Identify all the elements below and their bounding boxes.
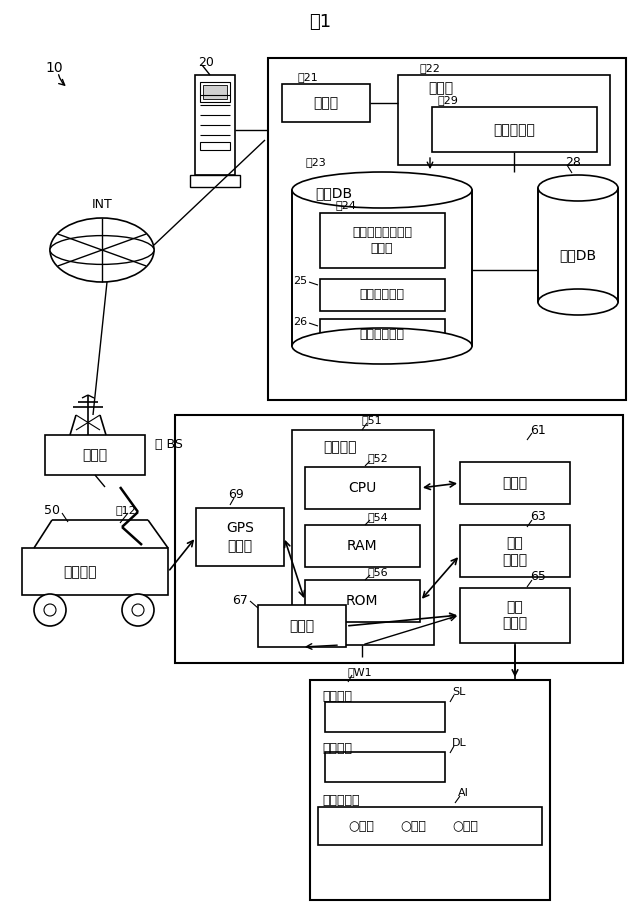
Bar (200, 82, 230, 102)
Text: 通信部: 通信部 (502, 476, 527, 490)
Bar (320, 213, 445, 268)
Bar (398, 75, 610, 165)
Text: データ: データ (371, 242, 393, 255)
Text: 26: 26 (293, 317, 307, 327)
Bar (325, 702, 445, 732)
Text: 通信部: 通信部 (314, 96, 339, 110)
Text: 67: 67 (232, 594, 248, 606)
Text: CPU: CPU (348, 481, 376, 495)
Text: リンクデータ: リンクデータ (360, 289, 404, 301)
Bar (305, 580, 420, 622)
Text: ・目的地: ・目的地 (322, 741, 352, 755)
Text: AI: AI (458, 788, 469, 798)
Text: 〜29: 〜29 (438, 95, 459, 105)
Bar (268, 58, 626, 400)
Text: カーナビ: カーナビ (63, 565, 97, 579)
Bar (292, 430, 434, 645)
Text: 61: 61 (530, 423, 546, 437)
Text: 〜52: 〜52 (367, 453, 388, 463)
Circle shape (122, 594, 154, 626)
Text: 25: 25 (293, 276, 307, 286)
Text: 経路探索部: 経路探索部 (493, 123, 535, 137)
Bar (460, 588, 570, 643)
Text: パネル: パネル (502, 616, 527, 630)
Text: ・付加情報: ・付加情報 (322, 793, 360, 806)
Ellipse shape (538, 175, 618, 201)
Bar (310, 680, 550, 900)
Text: 〜51: 〜51 (362, 415, 383, 425)
Text: 地図DB: 地図DB (559, 248, 596, 262)
Circle shape (132, 604, 144, 616)
Ellipse shape (292, 172, 472, 208)
Bar (175, 415, 623, 663)
Circle shape (44, 604, 56, 616)
Bar (196, 508, 284, 566)
Text: ・出発地: ・出発地 (322, 691, 352, 703)
Ellipse shape (50, 218, 154, 282)
Bar (305, 525, 420, 567)
Text: 〜24: 〜24 (335, 200, 356, 210)
Text: 20: 20 (198, 56, 214, 69)
Bar (45, 435, 145, 475)
Text: 表示: 表示 (507, 600, 524, 614)
Text: 〜23: 〜23 (305, 157, 326, 167)
Text: 出力部: 出力部 (502, 553, 527, 567)
Text: 〜22: 〜22 (420, 63, 441, 73)
Text: 50: 50 (44, 504, 60, 517)
Text: ○正確: ○正確 (452, 820, 478, 833)
Bar (195, 75, 235, 175)
Text: 〜 BS: 〜 BS (155, 439, 183, 452)
Bar (320, 319, 445, 351)
Ellipse shape (292, 328, 472, 364)
Text: 受信機: 受信機 (227, 539, 253, 553)
Bar (22, 548, 168, 595)
Text: 65: 65 (530, 571, 546, 583)
Bar (325, 752, 445, 782)
Text: 69: 69 (228, 488, 244, 501)
Text: ROM: ROM (346, 594, 378, 608)
Bar (258, 605, 346, 647)
Text: DL: DL (452, 738, 467, 748)
Bar (292, 190, 472, 346)
Text: 音声: 音声 (507, 536, 524, 550)
Text: RAM: RAM (347, 539, 378, 553)
Bar (538, 188, 618, 302)
Text: ○早い: ○早い (348, 820, 374, 833)
Bar (460, 462, 570, 504)
Ellipse shape (538, 289, 618, 315)
Bar (203, 85, 227, 99)
Bar (282, 84, 370, 122)
Bar (200, 142, 230, 150)
Text: 制御部: 制御部 (428, 81, 453, 95)
Text: 〜56: 〜56 (367, 567, 388, 577)
Text: 〜54: 〜54 (367, 512, 388, 522)
Text: 経路DB: 経路DB (315, 186, 352, 200)
Text: 〜21: 〜21 (298, 72, 319, 82)
Text: 63: 63 (530, 510, 546, 524)
Text: 操作部: 操作部 (289, 619, 315, 633)
Bar (318, 807, 542, 845)
Circle shape (34, 594, 66, 626)
Ellipse shape (50, 235, 154, 265)
Text: 28: 28 (565, 156, 581, 169)
Bar (460, 525, 570, 577)
Bar (190, 175, 240, 187)
Text: SL: SL (452, 687, 465, 697)
Text: GPS: GPS (226, 521, 254, 535)
Bar (320, 279, 445, 311)
Text: 道路ネットワーク: 道路ネットワーク (352, 225, 412, 238)
Text: 〜W1: 〜W1 (348, 667, 372, 677)
Text: 主制御部: 主制御部 (323, 440, 356, 454)
Text: INT: INT (92, 199, 113, 212)
Bar (432, 107, 597, 152)
Text: 図1: 図1 (309, 13, 331, 31)
Text: 基地局: 基地局 (83, 448, 108, 462)
Text: 10: 10 (45, 61, 63, 75)
Bar (305, 467, 420, 509)
Text: ノードデータ: ノードデータ (360, 329, 404, 342)
Text: 〜12: 〜12 (115, 505, 136, 515)
Text: ○普通: ○普通 (400, 820, 426, 833)
